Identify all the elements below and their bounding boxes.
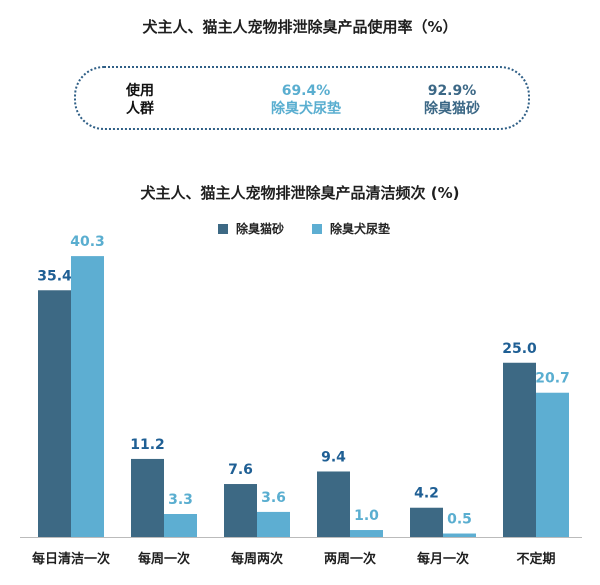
legend-swatch-cat-litter bbox=[218, 223, 228, 234]
value-label-cat-litter-3: 9.4 bbox=[321, 449, 346, 465]
value-label-dog-pad-1: 3.3 bbox=[168, 492, 193, 508]
chart-title: 犬主人、猫主人宠物排泄除臭产品清洁频次 (%) bbox=[140, 184, 460, 202]
value-label-dog-pad-4: 0.5 bbox=[447, 512, 472, 528]
value-label-dog-pad-2: 3.6 bbox=[261, 490, 286, 506]
legend-label-dog-pad: 除臭犬尿垫 bbox=[330, 222, 391, 236]
usage-group-label-line1: 使用 bbox=[126, 83, 154, 99]
usage-group-label: 使用 人群 bbox=[120, 82, 160, 118]
legend-label-cat-litter: 除臭猫砂 bbox=[236, 222, 285, 236]
usage-item-cat-litter: 92.9% 除臭猫砂 bbox=[392, 82, 512, 118]
usage-rate-box: 使用 人群 69.4% 除臭犬尿垫 92.9% 除臭猫砂 bbox=[74, 66, 530, 130]
bar-dog-pad-3 bbox=[350, 530, 383, 537]
usage-title: 犬主人、猫主人宠物排泄除臭产品使用率（%） bbox=[142, 18, 458, 36]
bar-dog-pad-1 bbox=[164, 513, 197, 537]
legend-item-cat-litter: 除臭猫砂 bbox=[218, 220, 284, 237]
chart-legend: 除臭猫砂 除臭犬尿垫 bbox=[218, 220, 390, 237]
value-label-cat-litter-0: 35.4 bbox=[37, 268, 72, 284]
value-label-cat-litter-1: 11.2 bbox=[130, 437, 165, 453]
usage-item-dog-pad: 69.4% 除臭犬尿垫 bbox=[246, 82, 366, 118]
bar-cat-litter-5 bbox=[503, 362, 536, 537]
value-label-cat-litter-2: 7.6 bbox=[228, 462, 253, 478]
category-label-1: 每周一次 bbox=[138, 551, 190, 567]
usage-group-label-line2: 人群 bbox=[126, 101, 154, 117]
usage-item-cat-litter-name: 除臭猫砂 bbox=[424, 101, 480, 117]
bar-dog-pad-4 bbox=[443, 533, 476, 537]
usage-item-dog-pad-name: 除臭犬尿垫 bbox=[271, 101, 341, 117]
bar-cat-litter-4 bbox=[410, 507, 443, 537]
legend-swatch-dog-pad bbox=[312, 223, 323, 234]
category-label-4: 每月一次 bbox=[417, 551, 469, 567]
value-label-cat-litter-4: 4.2 bbox=[414, 486, 439, 502]
bar-dog-pad-2 bbox=[257, 511, 290, 537]
usage-item-dog-pad-value: 69.4% bbox=[281, 83, 331, 99]
value-label-dog-pad-3: 1.0 bbox=[354, 508, 379, 524]
bar-cat-litter-2 bbox=[224, 484, 257, 537]
legend-item-dog-pad: 除臭犬尿垫 bbox=[312, 220, 390, 237]
value-label-dog-pad-5: 20.7 bbox=[535, 371, 570, 387]
bar-dog-pad-0 bbox=[71, 256, 104, 537]
category-label-0: 每日清洁一次 bbox=[32, 551, 110, 567]
bar-dog-pad-5 bbox=[536, 392, 569, 537]
bar-cat-litter-3 bbox=[317, 471, 350, 537]
category-label-3: 两周一次 bbox=[324, 551, 376, 567]
bar-cat-litter-1 bbox=[131, 458, 164, 537]
value-label-dog-pad-0: 40.3 bbox=[70, 234, 105, 250]
category-label-2: 每周两次 bbox=[231, 551, 283, 567]
value-label-cat-litter-5: 25.0 bbox=[502, 341, 537, 357]
usage-item-cat-litter-value: 92.9% bbox=[427, 83, 477, 99]
category-label-5: 不定期 bbox=[516, 551, 555, 567]
bar-cat-litter-0 bbox=[38, 290, 71, 537]
